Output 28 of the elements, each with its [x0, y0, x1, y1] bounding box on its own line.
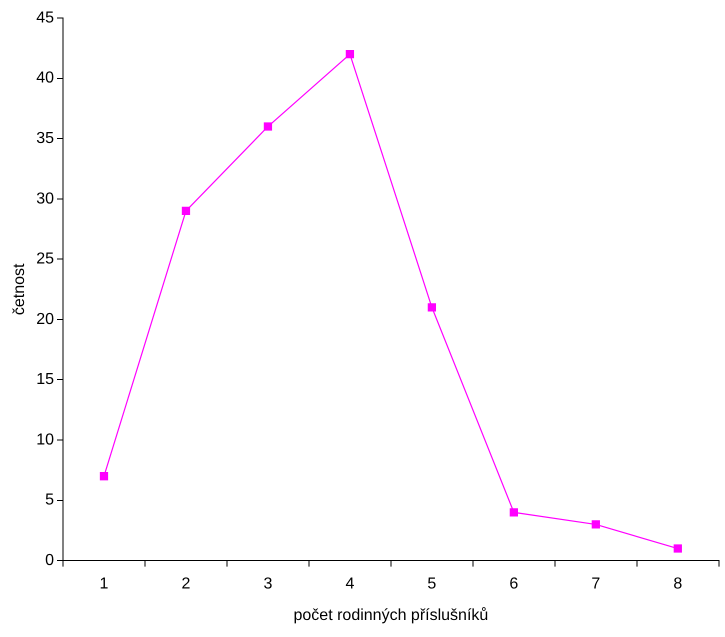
- y-tick-label: 10: [36, 431, 54, 448]
- x-tick-label: 1: [100, 576, 109, 593]
- y-tick-label: 15: [36, 371, 54, 388]
- point: [510, 508, 518, 517]
- x-tick-label: 3: [263, 576, 272, 593]
- point: [182, 206, 190, 216]
- y-tick-label: 20: [36, 310, 54, 328]
- y-tick-label: 40: [36, 70, 54, 87]
- point: [346, 50, 354, 58]
- point: [100, 472, 108, 480]
- x-tick-label: 6: [509, 576, 518, 593]
- x-tick-label: 7: [591, 576, 600, 593]
- x-tick-label: 8: [673, 576, 682, 593]
- x-tick-label: 5: [427, 576, 436, 593]
- y-tick-label: 45: [36, 9, 54, 26]
- x-tick-label: 2: [182, 576, 191, 593]
- y-tick-label: 35: [36, 130, 54, 147]
- point: [264, 122, 272, 131]
- point: [592, 520, 600, 529]
- x-axis-title: počet rodinných příslušníků: [294, 606, 488, 624]
- y-tick-label: 5: [45, 492, 54, 509]
- y-axis-title: četnost: [11, 262, 28, 316]
- y-tick-label: 0: [45, 552, 54, 570]
- y-tick-label: 25: [36, 250, 54, 268]
- x-tick-label: 4: [345, 576, 354, 593]
- point: [674, 544, 682, 553]
- point: [428, 303, 436, 312]
- y-tick-label: 30: [36, 190, 54, 208]
